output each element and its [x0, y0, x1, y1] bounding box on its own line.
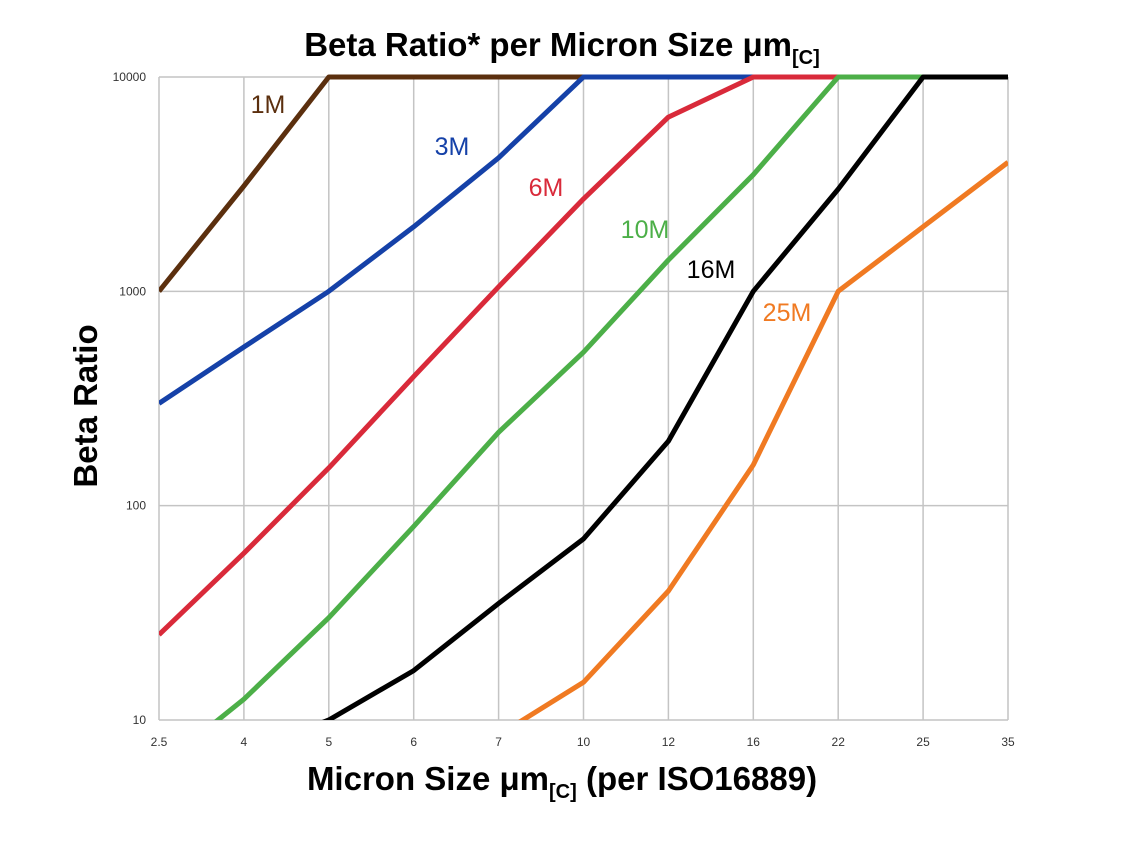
- x-tick-label: 4: [241, 735, 248, 749]
- series-label-16M: 16M: [687, 256, 736, 284]
- y-tick-label: 1000: [119, 284, 146, 298]
- series-label-3M: 3M: [435, 133, 470, 161]
- x-tick-label: 22: [832, 735, 846, 749]
- series-line-16M: [321, 74, 1008, 720]
- x-tick-label: 5: [325, 735, 332, 749]
- x-tick-labels: 2.5 4 5 6 7 10 12 16 22 25 35: [151, 735, 1015, 749]
- series-label-10M: 10M: [621, 216, 670, 244]
- series-label-1M: 1M: [251, 91, 286, 119]
- series-label-6M: 6M: [529, 174, 564, 202]
- x-tick-label: 16: [747, 735, 761, 749]
- y-tick-label: 10000: [113, 70, 147, 84]
- x-axis-label: Micron Size μm[C] (per ISO16889): [307, 760, 817, 803]
- series-line-10M: [214, 74, 1008, 720]
- x-tick-label: 6: [410, 735, 417, 749]
- x-tick-label: 2.5: [151, 735, 168, 749]
- series-labels: 1M 3M 6M 10M 16M 25M: [251, 91, 812, 327]
- y-tick-label: 100: [126, 499, 146, 513]
- y-axis-label: Beta Ratio: [67, 324, 104, 487]
- series-lines: [159, 74, 1008, 720]
- y-tick-label: 10: [133, 713, 147, 727]
- x-tick-label: 7: [495, 735, 502, 749]
- x-tick-label: 12: [662, 735, 676, 749]
- x-tick-label: 35: [1001, 735, 1015, 749]
- chart-title: Beta Ratio* per Micron Size μm[C]: [304, 26, 820, 69]
- grid: [158, 76, 1009, 721]
- y-tick-labels: 10 100 1000 10000: [113, 70, 147, 727]
- x-tick-label: 10: [577, 735, 591, 749]
- x-tick-label: 25: [916, 735, 930, 749]
- series-line-25M: [518, 160, 1008, 720]
- series-label-25M: 25M: [763, 299, 812, 327]
